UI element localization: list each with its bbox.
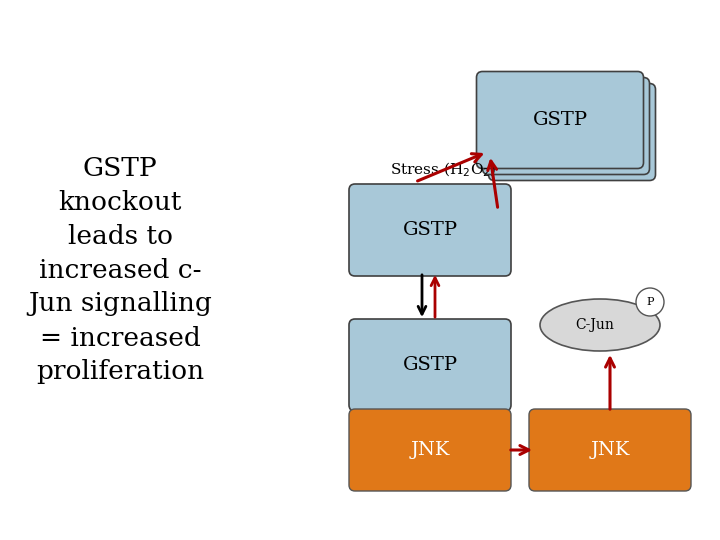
- Ellipse shape: [540, 299, 660, 351]
- FancyBboxPatch shape: [482, 78, 649, 174]
- FancyBboxPatch shape: [477, 71, 644, 168]
- FancyBboxPatch shape: [529, 409, 691, 491]
- Circle shape: [636, 288, 664, 316]
- FancyBboxPatch shape: [349, 184, 511, 276]
- Text: GSTP: GSTP: [402, 221, 458, 239]
- Text: Stress (H$_2$O$_2$): Stress (H$_2$O$_2$): [390, 161, 497, 179]
- FancyBboxPatch shape: [488, 84, 655, 180]
- Text: JNK: JNK: [410, 441, 450, 459]
- Text: P: P: [647, 297, 654, 307]
- Text: GSTP
knockout
leads to
increased c-
Jun signalling
= increased
proliferation: GSTP knockout leads to increased c- Jun …: [28, 156, 212, 384]
- Text: C-Jun: C-Jun: [575, 318, 614, 332]
- Text: GSTP: GSTP: [532, 111, 588, 129]
- FancyBboxPatch shape: [349, 319, 511, 411]
- FancyBboxPatch shape: [349, 409, 511, 491]
- Text: GSTP: GSTP: [402, 356, 458, 374]
- Text: JNK: JNK: [590, 441, 630, 459]
